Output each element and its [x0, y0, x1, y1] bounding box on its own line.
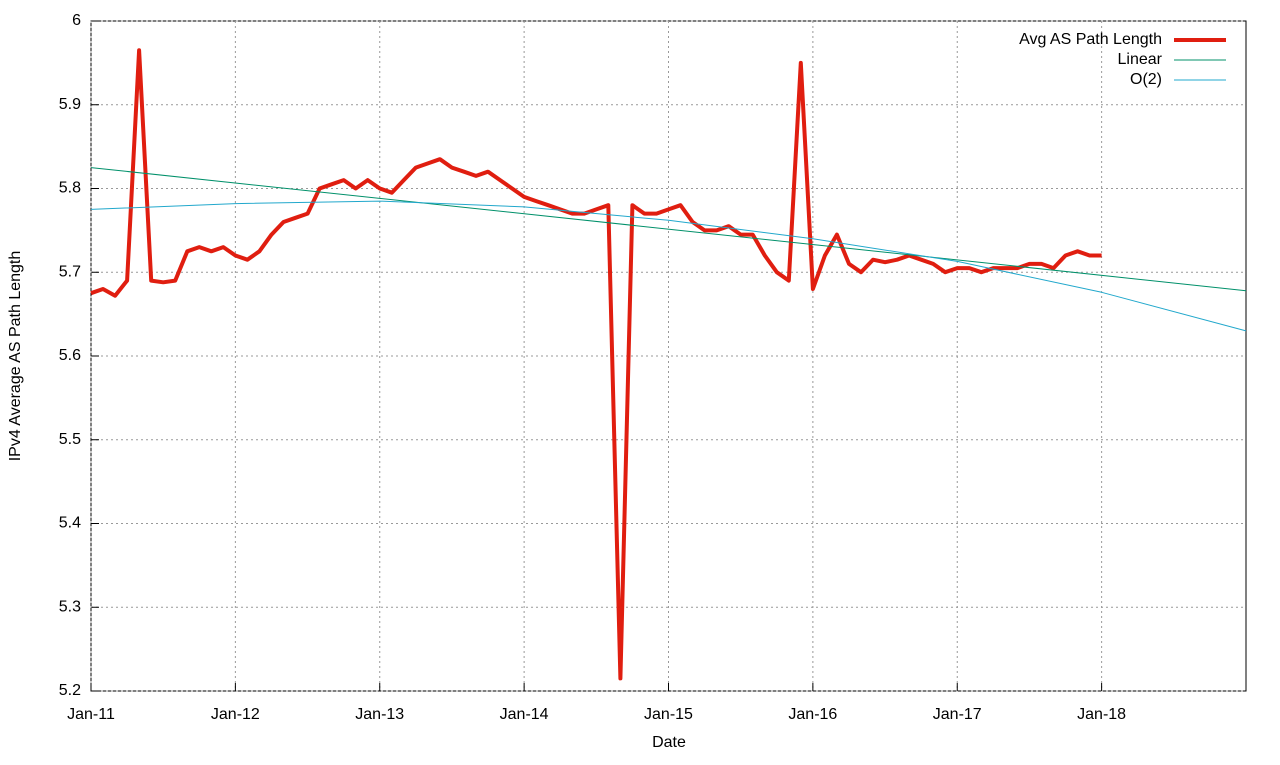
x-tick-label: Jan-11: [67, 706, 115, 723]
x-tick-label: Jan-13: [355, 706, 404, 723]
y-tick-label: 5.7: [59, 263, 81, 280]
y-tick-label: 5.6: [59, 347, 81, 364]
y-tick-label: 5.8: [59, 180, 81, 197]
y-tick-label: 5.5: [59, 431, 81, 448]
x-tick-label: Jan-15: [644, 706, 693, 723]
data-line: [90, 48, 1102, 681]
y-axis-label: IPv4 Average AS Path Length: [7, 251, 24, 462]
x-axis-label: Date: [652, 734, 686, 751]
y-tick-label: 5.3: [59, 598, 81, 615]
x-tick-label: Jan-17: [933, 706, 982, 723]
data-line: [90, 200, 1247, 332]
y-tick-label: 6: [72, 12, 81, 29]
y-tick-label: 5.9: [59, 96, 81, 113]
x-tick-label: Jan-16: [788, 706, 837, 723]
y-tick-label: 5.2: [59, 682, 81, 699]
y-tick-label: 5.4: [59, 515, 81, 532]
legend-label: Avg AS Path Length: [1019, 31, 1162, 48]
x-tick-label: Jan-12: [211, 706, 260, 723]
x-tick-label: Jan-14: [500, 706, 549, 723]
data-line: [90, 167, 1247, 292]
legend-label: Linear: [1118, 51, 1163, 68]
legend-label: O(2): [1130, 71, 1162, 88]
x-tick-label: Jan-18: [1077, 706, 1126, 723]
